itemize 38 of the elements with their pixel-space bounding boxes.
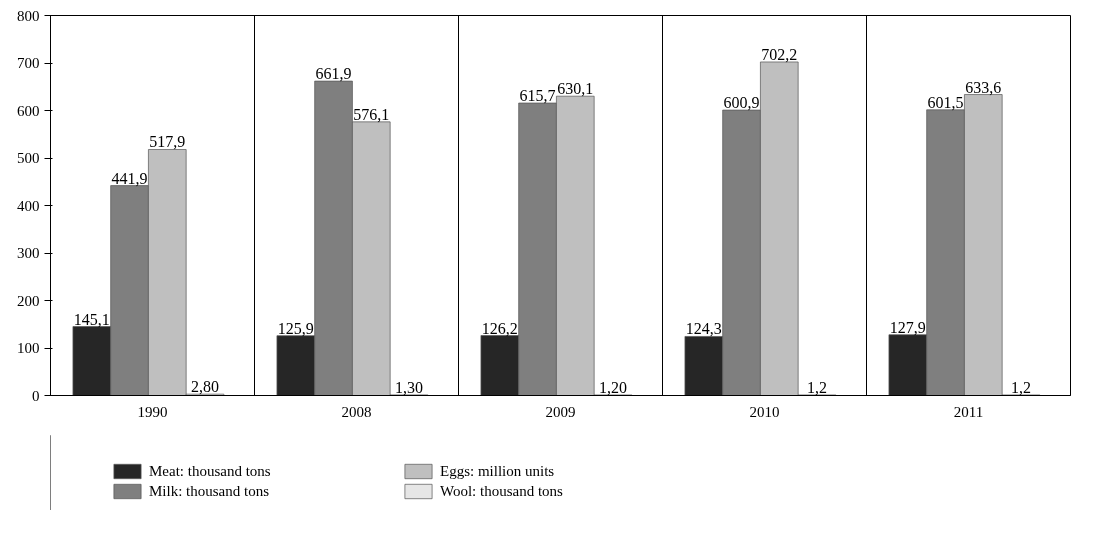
data-label: 125,9 bbox=[277, 319, 314, 337]
x-tick-label: 1990 bbox=[137, 403, 168, 420]
x-tick-label: 2008 bbox=[341, 403, 372, 420]
data-label: 615,7 bbox=[519, 87, 556, 105]
data-label: 517,9 bbox=[149, 133, 186, 151]
data-label: 1,2 bbox=[1011, 378, 1032, 396]
data-label: 661,9 bbox=[315, 65, 352, 83]
legend-label: Meat: thousand tons bbox=[149, 462, 272, 480]
x-tick-label: 2009 bbox=[545, 403, 576, 420]
y-tick-label: 100 bbox=[17, 340, 40, 356]
data-label: 576,1 bbox=[353, 105, 390, 123]
y-tick-label: 400 bbox=[17, 197, 40, 214]
x-tick-label: 2011 bbox=[953, 403, 984, 420]
data-label: 702,2 bbox=[761, 45, 798, 63]
y-tick-label: 500 bbox=[17, 150, 40, 166]
y-tick-label: 700 bbox=[17, 55, 40, 71]
data-label: 633,6 bbox=[965, 78, 1002, 96]
data-label: 441,9 bbox=[111, 169, 148, 187]
legend-label: Milk: thousand tons bbox=[149, 482, 270, 500]
data-label: 145,1 bbox=[73, 310, 110, 328]
y-tick-label: 0 bbox=[32, 387, 40, 404]
data-label: 630,1 bbox=[557, 80, 594, 98]
data-label: 126,2 bbox=[481, 319, 518, 337]
data-label: 1,2 bbox=[807, 378, 828, 396]
legend-label: Wool: thousand tons bbox=[440, 482, 564, 500]
y-tick-label: 300 bbox=[17, 245, 40, 261]
data-label: 601,5 bbox=[927, 93, 964, 111]
data-label: 1,20 bbox=[599, 378, 628, 396]
data-label: 2,80 bbox=[191, 378, 220, 396]
data-label: 1,30 bbox=[395, 378, 424, 396]
y-tick-label: 800 bbox=[17, 7, 40, 24]
x-tick-label: 2010 bbox=[749, 403, 780, 420]
data-label: 127,9 bbox=[889, 318, 926, 336]
data-label: 600,9 bbox=[723, 94, 760, 112]
legend-label: Eggs: million units bbox=[440, 462, 556, 480]
data-label: 124,3 bbox=[685, 320, 722, 338]
y-tick-label: 600 bbox=[17, 102, 40, 119]
y-tick-label: 200 bbox=[17, 292, 40, 309]
